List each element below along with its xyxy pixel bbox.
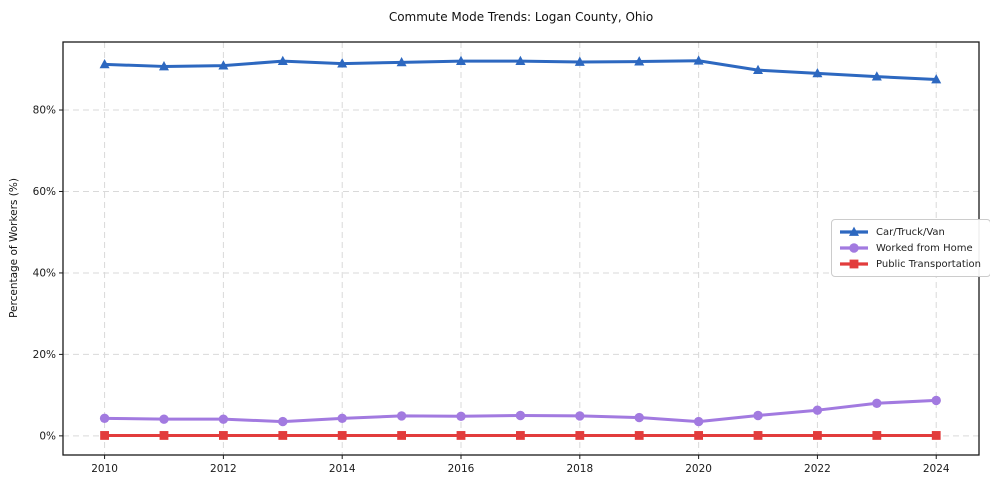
data-point-marker-public-transportation <box>337 431 347 440</box>
data-point-marker-public-transportation <box>159 431 169 440</box>
data-point-marker-car-truck-van <box>99 59 110 69</box>
data-point-marker-public-transportation <box>278 431 288 440</box>
legend: Car/Truck/Van Worked from Home Public Tran… <box>831 219 990 277</box>
legend-swatch-marker <box>849 226 859 236</box>
data-point-marker-worked-from-home <box>396 411 407 421</box>
data-point-marker-worked-from-home <box>99 413 110 424</box>
data-point-marker-car-truck-van <box>158 61 169 71</box>
data-point-marker-public-transportation <box>575 431 585 440</box>
data-point-marker-public-transportation <box>397 431 406 440</box>
data-point-marker-worked-from-home <box>515 410 526 421</box>
data-point-marker-worked-from-home <box>693 416 704 427</box>
square-marker-icon <box>840 259 868 269</box>
data-point-marker-public-transportation <box>753 431 763 440</box>
series-public-transportation <box>100 431 941 440</box>
circle-marker-icon <box>840 243 868 253</box>
x-tick-label: 2014 <box>329 463 356 475</box>
series-worked-from-home <box>99 395 941 427</box>
data-point-marker-worked-from-home <box>872 398 882 408</box>
chart-title: Commute Mode Trends: Logan County, Ohio <box>388 10 654 24</box>
legend-label-worked-from-home: Worked from Home <box>876 242 973 254</box>
legend-swatch-marker <box>849 259 859 269</box>
legend-label-car-truck-van: Car/Truck/Van <box>876 226 945 238</box>
data-point-marker-car-truck-van <box>515 55 526 66</box>
legend-entry-worked-from-home: Worked from Home <box>839 242 981 254</box>
y-tick-label: 20% <box>33 349 56 361</box>
y-tick-label: 80% <box>33 105 56 117</box>
series-car-truck-van <box>99 55 942 84</box>
data-point-marker-car-truck-van <box>931 74 942 84</box>
x-tick-label: 2020 <box>685 463 712 475</box>
data-point-marker-car-truck-van <box>396 56 407 67</box>
data-point-marker-car-truck-van <box>277 55 288 66</box>
data-point-marker-car-truck-van <box>812 67 823 78</box>
data-point-marker-public-transportation <box>634 431 644 440</box>
data-point-marker-car-truck-van <box>871 71 882 81</box>
data-point-marker-public-transportation <box>100 431 109 440</box>
x-tick-label: 2016 <box>448 463 475 475</box>
x-tick-label: 2024 <box>923 463 950 475</box>
data-point-marker-worked-from-home <box>337 413 347 424</box>
x-tick-label: 2010 <box>91 463 118 475</box>
data-point-marker-public-transportation <box>456 431 466 440</box>
data-point-marker-public-transportation <box>218 431 228 440</box>
data-point-marker-public-transportation <box>931 431 941 440</box>
data-point-marker-car-truck-van <box>456 55 467 66</box>
data-point-marker-car-truck-van <box>753 64 764 75</box>
data-point-marker-public-transportation <box>872 431 882 440</box>
data-point-marker-worked-from-home <box>812 405 823 415</box>
data-point-marker-worked-from-home <box>634 412 644 423</box>
data-point-marker-public-transportation <box>516 431 525 440</box>
legend-entry-car-truck-van: Car/Truck/Van <box>839 226 981 238</box>
data-point-marker-worked-from-home <box>218 414 229 424</box>
legend-swatch-marker <box>849 243 859 253</box>
data-point-marker-car-truck-van <box>218 60 229 70</box>
y-tick-label: 0% <box>39 430 56 442</box>
data-point-marker-car-truck-van <box>574 56 585 66</box>
data-point-marker-public-transportation <box>813 431 822 440</box>
data-point-marker-car-truck-van <box>634 56 645 66</box>
data-point-marker-car-truck-van <box>337 58 348 68</box>
legend-entry-public-transportation: Public Transportation <box>839 258 981 270</box>
x-tick-label: 2012 <box>210 463 237 475</box>
y-tick-label: 60% <box>33 186 56 198</box>
data-point-marker-worked-from-home <box>753 410 763 421</box>
data-point-marker-worked-from-home <box>575 411 585 421</box>
data-point-marker-worked-from-home <box>931 395 941 406</box>
data-point-marker-car-truck-van <box>693 55 704 65</box>
legend-label-public-transportation: Public Transportation <box>876 258 981 270</box>
data-point-marker-worked-from-home <box>456 411 466 422</box>
x-tick-label: 2022 <box>804 463 831 475</box>
data-point-marker-public-transportation <box>694 431 704 440</box>
x-tick-label: 2018 <box>566 463 593 475</box>
y-tick-label: 40% <box>33 267 56 279</box>
triangle-marker-icon <box>840 226 868 236</box>
data-point-marker-worked-from-home <box>159 414 169 424</box>
data-point-marker-worked-from-home <box>278 416 288 427</box>
